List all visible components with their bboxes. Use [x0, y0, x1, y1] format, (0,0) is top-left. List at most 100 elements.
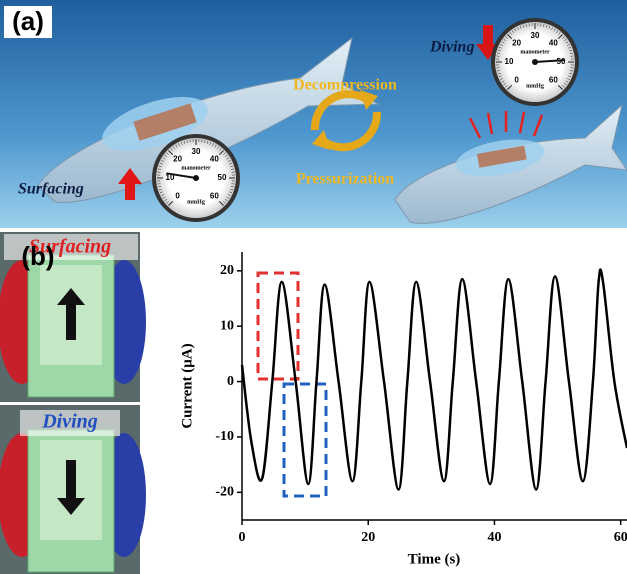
- gauge-tick: [183, 140, 186, 144]
- gauges: 0102030405060manometermmHg0102030405060m…: [152, 18, 579, 222]
- gauge-tick: [226, 157, 230, 160]
- gauge-tick: [229, 191, 233, 194]
- gauge-number: 10: [505, 57, 514, 66]
- gauge-tick: [497, 70, 501, 72]
- gauge-tick: [543, 24, 545, 28]
- gauge-tick: [566, 44, 570, 46]
- gauge-tick: [223, 152, 226, 155]
- photo-top: [0, 232, 146, 402]
- gauge-tick: [230, 188, 234, 191]
- gauge-unit: mmHg: [187, 199, 205, 205]
- x-tick-label: 60: [614, 530, 627, 545]
- gauge-tick: [514, 28, 517, 32]
- gauge-tick: [178, 143, 180, 147]
- gauge-number: 0: [175, 191, 180, 200]
- gauge-tick: [158, 186, 162, 188]
- fish-surfacing: [37, 36, 380, 203]
- gauge-tick: [214, 144, 217, 148]
- gauge-tick: [568, 46, 572, 49]
- gauge-number: 50: [218, 173, 227, 182]
- gauge-tick: [503, 38, 507, 42]
- gauge-tick: [219, 148, 222, 151]
- gauge-tick: [565, 41, 569, 44]
- gauge-tick: [563, 38, 567, 42]
- gauge-tick: [501, 41, 505, 44]
- gauge-needle: [166, 172, 197, 179]
- highlight-box: [282, 382, 328, 498]
- gauge-tick: [158, 165, 162, 168]
- gauge-tick: [168, 150, 174, 156]
- y-tick-label: 20: [220, 263, 234, 278]
- gauge-tick: [168, 200, 174, 206]
- gauge-number: 50: [557, 57, 566, 66]
- gauge-tick: [204, 140, 206, 144]
- arrow-head: [312, 130, 330, 150]
- pressurization-label: Pressurization: [296, 171, 394, 188]
- y-tick-label: -10: [215, 429, 234, 444]
- gauge-tick: [227, 160, 231, 162]
- gauge-tick: [229, 162, 233, 165]
- gauge-tick: [525, 24, 527, 28]
- surfacing-label: Surfacing: [18, 181, 84, 198]
- y-tick-label: 10: [220, 318, 234, 333]
- gauge-tick: [497, 52, 501, 54]
- x-tick-label: 0: [239, 530, 246, 545]
- gauge-tick: [216, 146, 220, 150]
- gauge-tick: [170, 148, 173, 151]
- gauge-unit: mmHg: [526, 83, 544, 89]
- gauge-tick: [230, 186, 234, 188]
- gauge-tick: [224, 154, 228, 158]
- label-box: [20, 410, 120, 436]
- gauge-number: 40: [210, 155, 219, 164]
- y-axis-label: Current (μA): [179, 343, 195, 428]
- gauge-tick: [159, 162, 163, 165]
- gauge-tick: [548, 25, 551, 29]
- gauge-tick: [498, 75, 502, 78]
- fish-diving: [394, 103, 627, 224]
- gauge-number: 60: [210, 191, 219, 200]
- gauge-name: manometer: [520, 49, 550, 55]
- label-box: [4, 6, 52, 38]
- highlight-box: [256, 271, 300, 381]
- gauge-number: 10: [166, 173, 175, 182]
- cycle-arrows: [310, 90, 382, 152]
- gauge-tick: [158, 188, 162, 191]
- gauge-tick: [206, 140, 209, 144]
- gauge-number: 30: [192, 147, 201, 156]
- gauge-tick: [162, 157, 166, 160]
- diving-label: Diving: [429, 39, 474, 56]
- gauge-number: 60: [549, 75, 558, 84]
- x-tick-label: 40: [487, 530, 501, 545]
- gauge-tick: [186, 140, 188, 144]
- photo-top-label: Surfacing: [29, 236, 111, 258]
- gauge-number: 40: [549, 39, 558, 48]
- gauge-tick: [227, 194, 231, 196]
- gauge-tick: [505, 85, 508, 88]
- gauge-tick: [230, 165, 234, 168]
- gauge-tick: [161, 160, 165, 162]
- gauge-number: 0: [514, 75, 519, 84]
- y-tick-label: 0: [227, 374, 234, 389]
- gauge-tick: [519, 25, 522, 29]
- gauge-tick: [209, 141, 212, 145]
- gauge-tick: [557, 84, 563, 90]
- current-line: [240, 268, 627, 491]
- gauge-tick: [558, 32, 561, 35]
- gauge-tick: [511, 30, 515, 34]
- gauge-tick: [501, 80, 505, 83]
- gauge-tick: [503, 82, 507, 86]
- gauge-tick: [505, 36, 508, 39]
- gauge-tick: [569, 49, 573, 52]
- gauge-number: 20: [173, 155, 182, 164]
- gauge-tick: [226, 196, 230, 199]
- gauge-tick: [166, 152, 169, 155]
- decompression-label: Decompression: [293, 77, 397, 94]
- gauge-tick: [553, 28, 556, 32]
- gauge-tick: [569, 52, 573, 54]
- x-axis-label: Time (s): [408, 551, 461, 567]
- x-tick-label: 20: [361, 530, 375, 545]
- gauge-tick: [507, 84, 513, 90]
- gauge-tick: [565, 80, 569, 83]
- gauge-tick: [218, 200, 224, 206]
